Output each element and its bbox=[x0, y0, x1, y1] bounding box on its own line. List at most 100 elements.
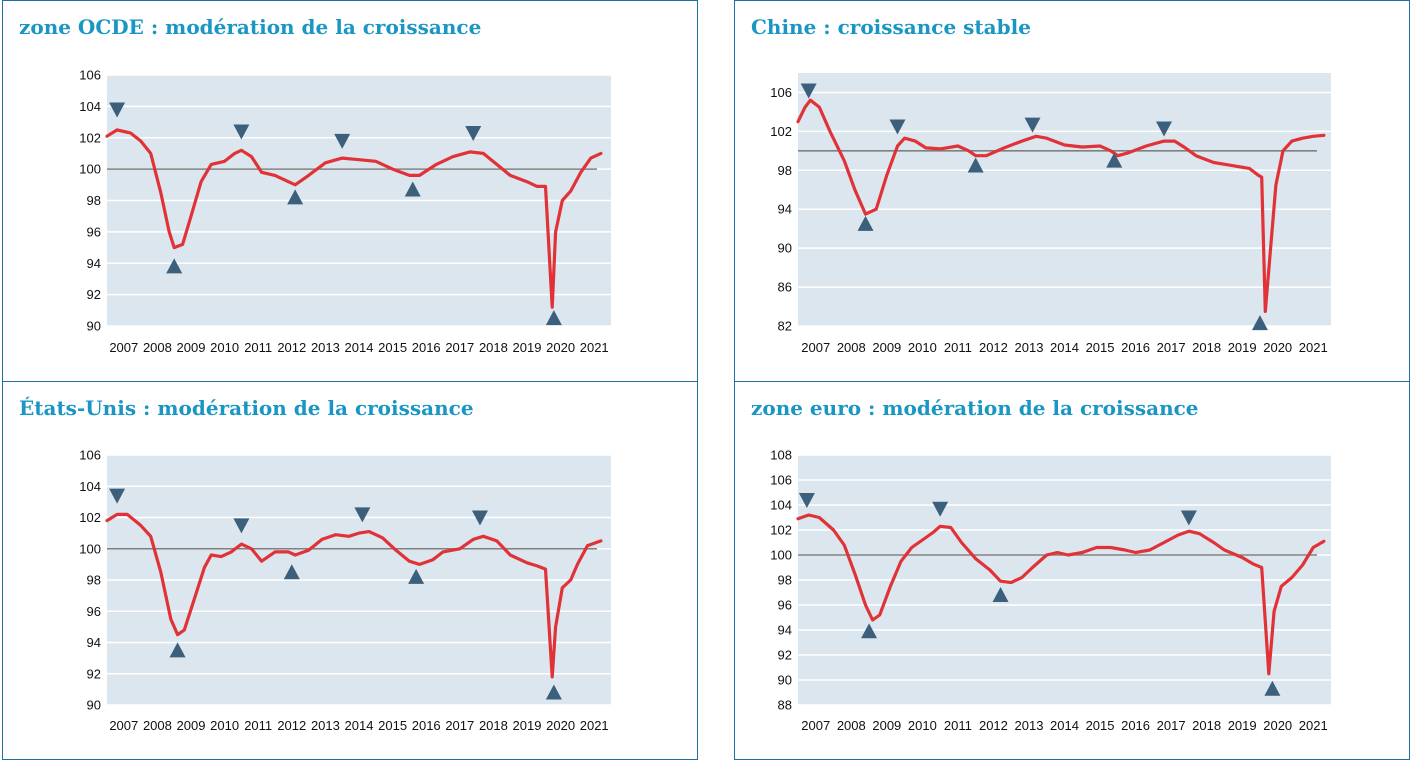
y-tick-label: 104 bbox=[79, 99, 101, 114]
x-tick-label: 2016 bbox=[1121, 718, 1150, 733]
panel-euro-area: zone euro : modération de la croissance … bbox=[734, 381, 1410, 760]
x-tick-label: 2009 bbox=[177, 340, 206, 355]
plot-area bbox=[798, 73, 1331, 326]
series-line bbox=[105, 512, 603, 679]
y-tick-label: 90 bbox=[778, 673, 792, 688]
y-tick-label: 102 bbox=[770, 124, 792, 139]
peak-marker bbox=[354, 507, 371, 523]
x-tick-label: 2011 bbox=[244, 718, 272, 733]
x-tick-label: 2013 bbox=[311, 340, 340, 355]
x-tick-label: 2020 bbox=[546, 340, 575, 355]
trough-marker bbox=[287, 189, 304, 205]
peak-marker bbox=[471, 510, 488, 526]
x-tick-label: 2018 bbox=[479, 718, 508, 733]
x-tick-label: 2017 bbox=[445, 718, 474, 733]
y-tick-label: 92 bbox=[778, 648, 792, 663]
x-tick-label: 2021 bbox=[1299, 340, 1328, 355]
x-tick-label: 2017 bbox=[1157, 718, 1186, 733]
series-line bbox=[796, 513, 1326, 676]
panel-title: États-Unis : modération de la croissance bbox=[19, 396, 474, 420]
x-tick-label: 2013 bbox=[1015, 340, 1044, 355]
y-tick-label: 104 bbox=[79, 479, 101, 494]
x-tick-label: 2020 bbox=[1263, 718, 1292, 733]
panel-title: zone OCDE : modération de la croissance bbox=[19, 15, 482, 39]
x-tick-label: 2007 bbox=[109, 718, 138, 733]
y-tick-label: 98 bbox=[87, 573, 101, 588]
peak-marker bbox=[334, 133, 351, 149]
y-tick-label: 106 bbox=[770, 473, 792, 488]
trough-marker bbox=[166, 258, 183, 274]
y-tick-label: 90 bbox=[778, 241, 792, 256]
trough-marker bbox=[1264, 680, 1281, 696]
x-tick-label: 2019 bbox=[513, 340, 542, 355]
trough-marker bbox=[857, 215, 874, 231]
x-tick-label: 2007 bbox=[801, 340, 830, 355]
y-tick-label: 98 bbox=[778, 573, 792, 588]
y-tick-label: 94 bbox=[87, 635, 101, 650]
trough-marker bbox=[1251, 315, 1268, 331]
panel-china: Chine : croissance stable 82 86 90 94 98 102 1… bbox=[734, 0, 1410, 382]
x-tick-label: 2010 bbox=[210, 340, 239, 355]
x-tick-label: 2021 bbox=[580, 340, 609, 355]
x-tick-label: 2012 bbox=[979, 718, 1008, 733]
y-tick-label: 88 bbox=[778, 698, 792, 713]
chart-united-states: 90 92 94 96 98 100 102 104 106 2007 2008 2009 2010 20… bbox=[79, 448, 611, 733]
y-tick-label: 100 bbox=[79, 162, 101, 177]
y-tick-label: 94 bbox=[778, 202, 792, 217]
series-line bbox=[105, 128, 603, 309]
peak-marker bbox=[889, 119, 906, 135]
x-tick-label: 2013 bbox=[311, 718, 340, 733]
trough-marker bbox=[408, 568, 425, 584]
y-tick-label: 94 bbox=[87, 256, 101, 271]
chart-euro-area: 88 90 92 94 96 98 100 102 104 106 108 2007 2008 2009 2… bbox=[770, 448, 1331, 733]
x-tick-label: 2010 bbox=[210, 718, 239, 733]
x-tick-label: 2017 bbox=[1157, 340, 1186, 355]
panel-united-states: États-Unis : modération de la croissance… bbox=[2, 381, 698, 760]
x-tick-label: 2012 bbox=[277, 718, 306, 733]
x-tick-label: 2018 bbox=[1192, 340, 1221, 355]
x-tick-label: 2014 bbox=[1050, 718, 1079, 733]
x-tick-label: 2016 bbox=[1121, 340, 1150, 355]
x-tick-label: 2021 bbox=[580, 718, 609, 733]
trough-marker bbox=[283, 564, 300, 580]
x-tick-label: 2015 bbox=[378, 340, 407, 355]
x-tick-label: 2016 bbox=[412, 340, 441, 355]
x-tick-label: 2009 bbox=[872, 718, 901, 733]
y-tick-label: 104 bbox=[770, 498, 792, 513]
y-tick-label: 106 bbox=[770, 85, 792, 100]
x-tick-label: 2008 bbox=[143, 340, 172, 355]
trough-marker bbox=[404, 181, 421, 197]
trough-marker bbox=[967, 157, 984, 173]
y-tick-label: 92 bbox=[87, 287, 101, 302]
x-tick-label: 2019 bbox=[1228, 718, 1257, 733]
chart-china: 82 86 90 94 98 102 106 2007 2008 2009 2010 2011 2012… bbox=[770, 73, 1331, 355]
y-tick-label: 106 bbox=[79, 68, 101, 83]
x-tick-label: 2012 bbox=[277, 340, 306, 355]
trough-marker bbox=[1106, 152, 1123, 168]
peak-marker bbox=[798, 493, 815, 508]
trough-marker bbox=[545, 310, 562, 326]
x-tick-label: 2014 bbox=[345, 718, 374, 733]
x-tick-label: 2019 bbox=[513, 718, 542, 733]
y-tick-label: 90 bbox=[87, 698, 101, 713]
x-tick-label: 2014 bbox=[345, 340, 374, 355]
x-tick-label: 2010 bbox=[908, 340, 937, 355]
y-tick-label: 96 bbox=[778, 598, 792, 613]
panel-title: Chine : croissance stable bbox=[751, 15, 1031, 39]
x-tick-label: 2019 bbox=[1228, 340, 1257, 355]
peak-marker bbox=[465, 126, 482, 142]
trough-marker bbox=[545, 684, 562, 700]
x-tick-label: 2011 bbox=[944, 718, 972, 733]
x-tick-label: 2014 bbox=[1050, 340, 1079, 355]
y-tick-label: 98 bbox=[87, 193, 101, 208]
x-tick-label: 2017 bbox=[445, 340, 474, 355]
y-tick-label: 90 bbox=[87, 319, 101, 334]
peak-marker bbox=[932, 501, 949, 517]
x-tick-label: 2020 bbox=[1263, 340, 1292, 355]
x-tick-label: 2018 bbox=[1192, 718, 1221, 733]
x-tick-label: 2008 bbox=[837, 340, 866, 355]
peak-marker bbox=[109, 488, 126, 504]
x-tick-label: 2008 bbox=[837, 718, 866, 733]
trough-marker bbox=[992, 587, 1009, 602]
x-tick-label: 2011 bbox=[944, 340, 972, 355]
